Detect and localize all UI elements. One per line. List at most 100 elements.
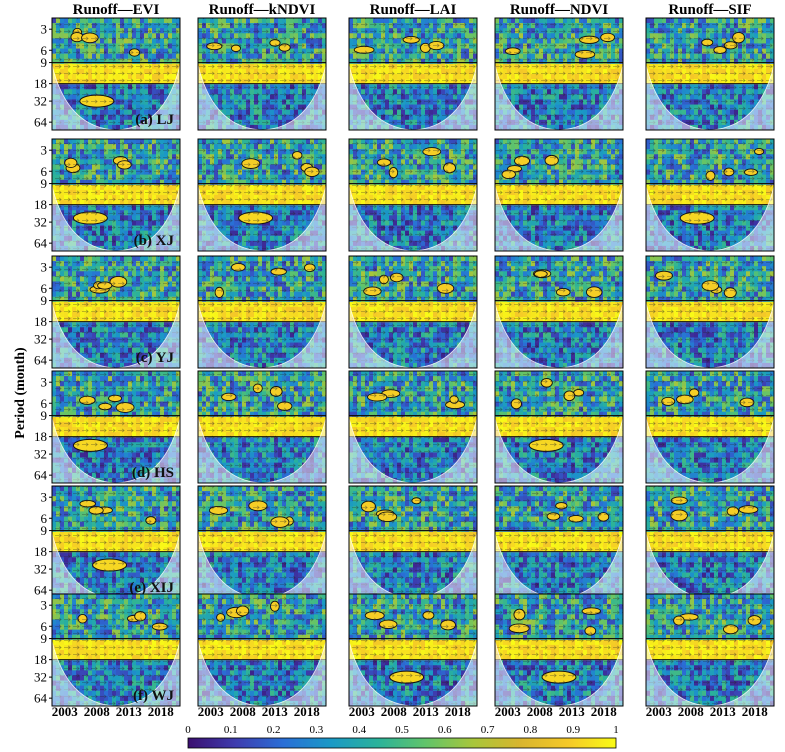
panel-r3-c3: [348, 255, 478, 369]
cone-of-influence: [52, 185, 180, 251]
panel-r6-c1: 3 69 18 32 64 (f) WJ: [34, 593, 181, 707]
y-tick-label: 64: [34, 468, 48, 483]
panel-r6-c4: [494, 593, 624, 707]
x-tick-label: 2018: [148, 704, 175, 719]
x-tick-label: 2013: [116, 704, 143, 719]
y-tick-label: 64: [34, 115, 48, 130]
y-tick-label: 9: [41, 631, 48, 646]
panel-r1-c2: [197, 17, 327, 131]
panel-r5-c5: [645, 485, 775, 599]
x-tick-label: 2003: [198, 704, 225, 719]
y-tick-label: 6: [41, 281, 48, 296]
y-tick-label: 64: [34, 236, 48, 251]
y-tick-label: 18: [34, 652, 47, 667]
x-tick-label: 2013: [710, 704, 737, 719]
y-tick-label: 64: [34, 353, 48, 368]
row-label: (a) LJ: [135, 112, 174, 128]
x-tick-label: 2003: [646, 704, 673, 719]
panel-r3-c2: [197, 255, 327, 369]
cone-of-influence: [349, 64, 477, 130]
colorbar-tick-label: 0.5: [395, 724, 409, 736]
colorbar: 0 0.1 0.2 0.3 0.4 0.5 0.6 0.7 0.8 0.9 1: [185, 724, 619, 749]
column-title: Runoff—NDVI: [510, 2, 609, 18]
y-tick-label: 18: [34, 197, 47, 212]
x-tick-label: 2003: [495, 704, 522, 719]
panel-r2-c4: [494, 138, 624, 252]
cone-of-influence: [646, 640, 774, 706]
cone-of-influence: [349, 532, 477, 598]
panel-r6-c3: [348, 593, 478, 707]
x-tick-label: 2018: [591, 704, 618, 719]
panel-r2-c3: [348, 138, 478, 252]
y-tick-label: 18: [34, 314, 47, 329]
y-tick-label: 6: [41, 619, 48, 634]
x-tick-label: 2008: [527, 704, 554, 719]
x-tick-label: 2018: [445, 704, 472, 719]
cone-of-influence: [52, 64, 180, 130]
column-title: Runoff—EVI: [73, 2, 160, 18]
panel-r2-c2: [197, 138, 327, 252]
cone-of-influence: [198, 185, 326, 251]
colorbar-tick-label: 0.8: [524, 724, 538, 736]
y-tick-label: 6: [41, 396, 48, 411]
x-tick-label: 2013: [559, 704, 586, 719]
x-tick-label: 2013: [413, 704, 440, 719]
colorbar-tick-label: 0.4: [352, 724, 366, 736]
y-tick-label: 6: [41, 43, 48, 58]
y-axis-label: Period (month): [13, 347, 28, 439]
y-tick-label: 32: [34, 94, 47, 109]
cone-of-influence: [198, 532, 326, 598]
x-tick-label: 2008: [230, 704, 257, 719]
y-tick-label: 64: [34, 583, 48, 598]
cone-of-influence: [52, 532, 180, 598]
panel-r4-c2: [197, 370, 327, 484]
x-tick-label: 2013: [262, 704, 289, 719]
y-tick-label: 6: [41, 164, 48, 179]
panel-r5-c3: [348, 485, 478, 599]
column-title: Runoff—SIF: [668, 2, 751, 18]
y-tick-label: 9: [41, 55, 48, 70]
y-tick-label: 3: [41, 490, 48, 505]
panel-r4-c1: 3 69 18 32 64 (d) HS: [34, 370, 181, 484]
row-label: (e) XIJ: [129, 580, 174, 596]
column-title: Runoff—LAI: [370, 2, 457, 18]
colorbar-tick-label: 0.7: [481, 724, 495, 736]
panel-r2-c5: [645, 138, 775, 252]
panel-r6-c2: [197, 593, 327, 707]
panel-r1-c1: 3 69 18 32 64 (a) LJ: [34, 17, 181, 131]
cone-of-influence: [646, 302, 774, 368]
cone-of-influence: [495, 64, 623, 130]
panel-r3-c5: [645, 255, 775, 369]
y-tick-label: 3: [41, 375, 48, 390]
colorbar-tick-label: 0.6: [438, 724, 452, 736]
colorbar-gradient: [187, 737, 617, 749]
cone-of-influence: [52, 640, 180, 706]
cone-of-influence: [646, 64, 774, 130]
column-titles: Runoff—EVI Runoff—kNDVI Runoff—LAI Runoff—N…: [73, 2, 752, 18]
y-tick-label: 32: [34, 215, 47, 230]
colorbar-tick-label: 0.9: [566, 724, 580, 736]
y-tick-label: 3: [41, 598, 48, 613]
y-tick-label: 3: [41, 22, 48, 37]
cone-of-influence: [198, 417, 326, 483]
panel-r5-c4: [494, 485, 624, 599]
panel-r1-c3: [348, 17, 478, 131]
cone-of-influence: [646, 417, 774, 483]
panel-r4-c3: [348, 370, 478, 484]
colorbar-tick-label: 0.1: [224, 724, 238, 736]
cone-of-influence: [495, 417, 623, 483]
cone-of-influence: [646, 185, 774, 251]
y-tick-label: 32: [34, 447, 47, 462]
y-tick-label: 9: [41, 408, 48, 423]
y-tick-label: 18: [34, 544, 47, 559]
y-tick-label: 18: [34, 76, 47, 91]
colorbar-tick-label: 0.2: [267, 724, 281, 736]
cone-of-influence: [198, 64, 326, 130]
cone-of-influence: [495, 185, 623, 251]
cone-of-influence: [646, 532, 774, 598]
y-tick-label: 9: [41, 293, 48, 308]
cone-of-influence: [198, 302, 326, 368]
cone-of-influence: [198, 640, 326, 706]
